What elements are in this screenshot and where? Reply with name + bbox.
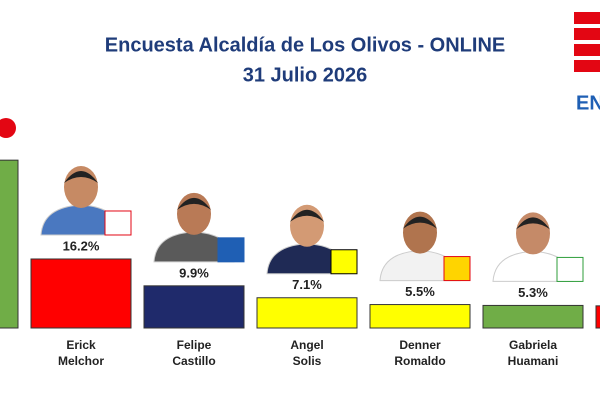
logo-text: EN	[576, 92, 600, 114]
party-logo	[330, 249, 358, 275]
candidate-photo	[379, 211, 471, 282]
bar	[595, 305, 600, 329]
x-tick-label: Angel	[290, 338, 323, 352]
party-logo	[556, 256, 584, 282]
bar	[0, 159, 19, 329]
value-label: 9.9%	[179, 265, 209, 280]
hair	[516, 217, 550, 230]
x-tick-label: Huamani	[508, 354, 559, 368]
chart-subtitle: 31 Julio 2026	[243, 64, 368, 86]
logo: EN	[0, 12, 600, 138]
party-logo	[443, 256, 471, 282]
hair	[290, 209, 324, 222]
logo-stripe	[574, 12, 600, 24]
x-tick-label: Romaldo	[394, 354, 445, 368]
party-logo	[104, 210, 132, 236]
logo-stripe	[574, 60, 600, 72]
x-tick-label: Melchor	[58, 354, 104, 368]
party-logo	[0, 118, 16, 138]
chart-title: Encuesta Alcaldía de Los Olivos - ONLINE	[105, 34, 505, 56]
x-tick-label: Denner	[399, 338, 441, 352]
candidate-photo	[153, 192, 245, 263]
value-label: 7.1%	[292, 277, 322, 292]
x-tick-label: Solis	[293, 354, 322, 368]
x-tick-label: Castillo	[172, 354, 215, 368]
x-tick-label: Gabriela	[509, 338, 557, 352]
party-logo	[217, 237, 245, 263]
candidate-photo	[266, 204, 358, 275]
hair	[177, 197, 211, 210]
bar	[143, 285, 245, 329]
bar	[482, 304, 584, 329]
candidate-photo	[40, 165, 132, 236]
bar	[30, 258, 132, 329]
logo-stripe	[574, 44, 600, 56]
value-label: 5.5%	[405, 284, 435, 299]
value-label: 5.3%	[518, 285, 548, 300]
x-tick-label: Erick	[66, 338, 96, 352]
value-label: 16.2%	[63, 238, 100, 253]
hair	[64, 170, 98, 183]
bar	[256, 297, 358, 329]
candidate-photo	[492, 212, 584, 282]
hair	[403, 216, 437, 229]
x-tick-label: Felipe	[177, 338, 212, 352]
bar	[369, 304, 471, 329]
logo-stripe	[574, 28, 600, 40]
